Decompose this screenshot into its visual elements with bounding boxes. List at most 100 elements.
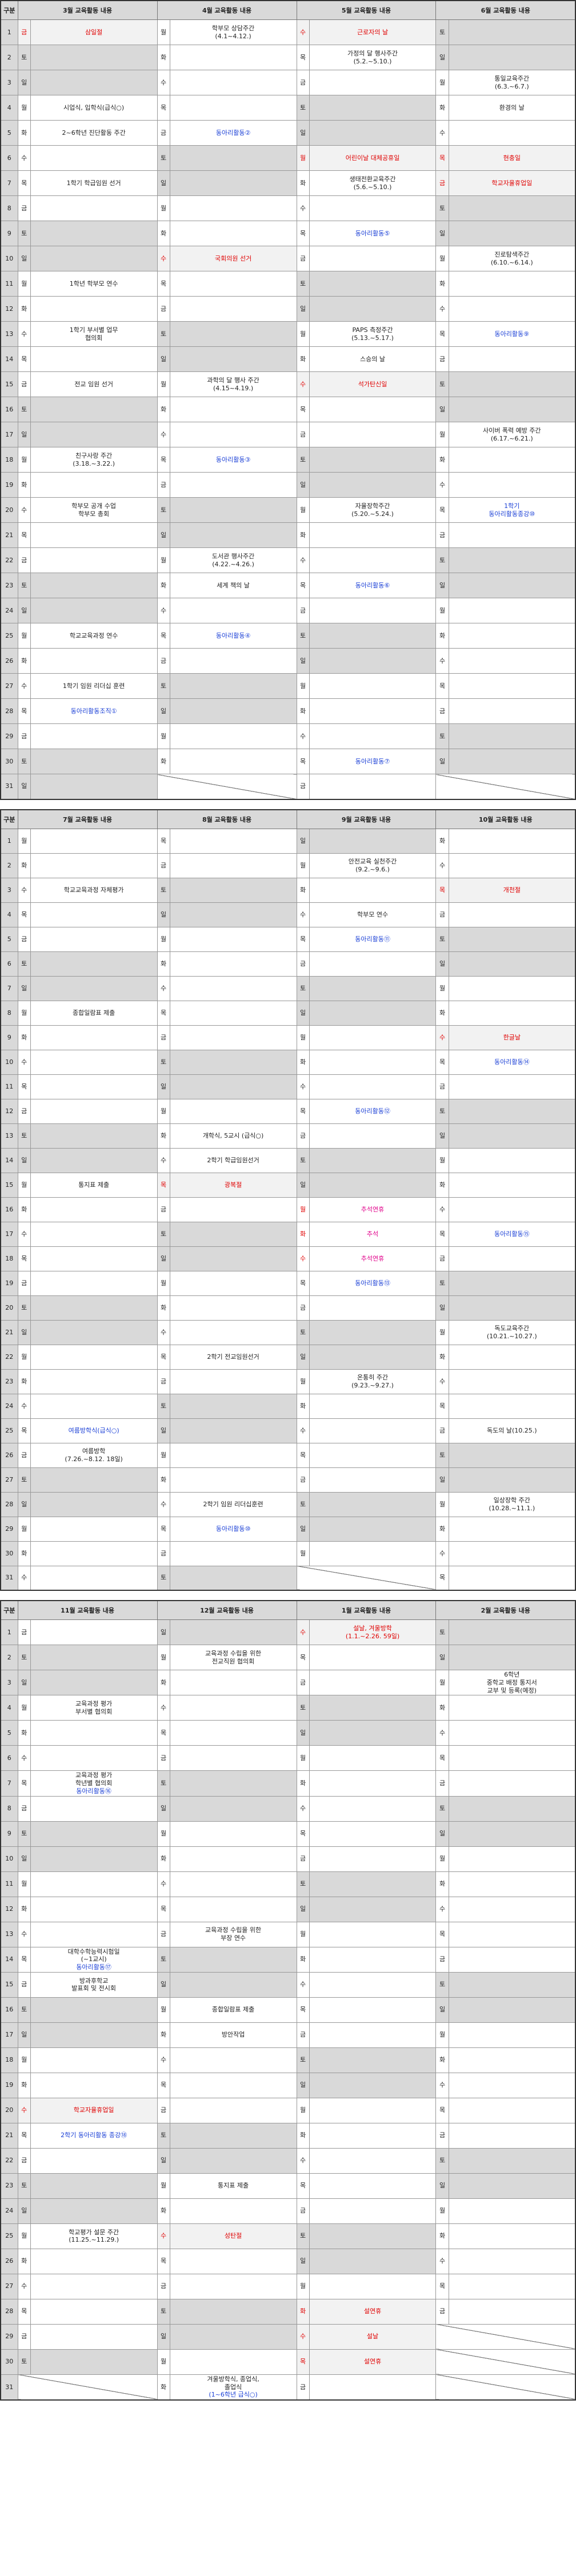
event-cell bbox=[448, 2122, 576, 2149]
event-cell bbox=[169, 1896, 297, 1922]
weekday-cell: 토 bbox=[17, 1997, 31, 2023]
event-line: 성탄절 bbox=[224, 2232, 242, 2240]
day-number: 24 bbox=[0, 598, 18, 623]
day-number: 11 bbox=[0, 271, 18, 297]
weekday-cell: 수 bbox=[435, 296, 449, 322]
weekday-cell: 수 bbox=[17, 1221, 31, 1247]
weekday-cell: 금 bbox=[296, 70, 310, 95]
weekday-cell: 금 bbox=[157, 296, 170, 322]
weekday-cell: 월 bbox=[435, 1669, 449, 1696]
weekday-cell: 일 bbox=[157, 2323, 170, 2350]
event-cell bbox=[448, 19, 576, 45]
header-day-column: 구분 bbox=[0, 1600, 18, 1620]
weekday-cell: 일 bbox=[296, 648, 310, 674]
event-cell bbox=[448, 2072, 576, 2098]
event-cell bbox=[169, 673, 297, 699]
day-row: 6 수 토 월 어린이날 대체공휴일 목 현충일 bbox=[0, 145, 576, 171]
day-row: 11 목 일 수 금 bbox=[0, 1074, 576, 1099]
weekday-cell: 토 bbox=[435, 1619, 449, 1645]
weekday-cell: 목 bbox=[157, 828, 170, 854]
event-line: 협의회 bbox=[85, 334, 103, 342]
event-line: 2학기 전교임원선거 bbox=[207, 1353, 259, 1361]
day-row: 27 수 1학기 임원 리더십 훈련 토 월 목 bbox=[0, 673, 576, 699]
event-cell bbox=[169, 1197, 297, 1222]
weekday-cell: 월 bbox=[17, 2223, 31, 2249]
weekday-cell: 일 bbox=[435, 1123, 449, 1149]
event-cell bbox=[448, 1516, 576, 1542]
event-line: 설날 bbox=[366, 2333, 379, 2341]
day-number: 4 bbox=[0, 1695, 18, 1721]
weekday-cell: 화 bbox=[296, 698, 310, 724]
day-number: 28 bbox=[0, 2298, 18, 2325]
event-line: 동아리활동⑥ bbox=[355, 581, 390, 589]
event-line: 졸업식 bbox=[224, 2383, 242, 2391]
event-cell bbox=[309, 296, 437, 322]
event-cell bbox=[169, 1745, 297, 1771]
event-cell bbox=[448, 1369, 576, 1394]
day-row: 9 토 화 목 동아리활동⑤ 일 bbox=[0, 221, 576, 246]
empty-date-cell bbox=[435, 2374, 576, 2401]
event-cell bbox=[448, 623, 576, 649]
event-line: 종합일람표 제출 bbox=[211, 2006, 255, 2014]
weekday-cell: 일 bbox=[435, 1295, 449, 1321]
weekday-cell: 월 bbox=[157, 1098, 170, 1124]
event-cell: 동아리활동⑪ bbox=[309, 926, 437, 952]
event-cell: 온통히 주간 (9.23.~9.27.) bbox=[309, 1369, 437, 1394]
event-line: 동아리활동④ bbox=[215, 631, 251, 639]
event-line: 안전교육 실천주간 bbox=[348, 857, 397, 865]
weekday-cell: 월 bbox=[435, 1846, 449, 1872]
weekday-cell: 금 bbox=[17, 926, 31, 952]
weekday-cell: 목 bbox=[157, 95, 170, 121]
event-cell bbox=[169, 1669, 297, 1696]
event-cell bbox=[30, 2248, 158, 2274]
event-cell bbox=[169, 1369, 297, 1394]
event-cell bbox=[30, 296, 158, 322]
event-cell: 방안작업 bbox=[169, 2022, 297, 2048]
event-line: 동아리활동③ bbox=[215, 455, 251, 463]
weekday-cell: 목 bbox=[157, 271, 170, 297]
weekday-cell: 토 bbox=[17, 573, 31, 598]
event-cell bbox=[309, 1418, 437, 1443]
weekday-cell: 목 bbox=[435, 497, 449, 523]
day-number: 9 bbox=[0, 221, 18, 246]
event-line: (5.20.~5.24.) bbox=[351, 510, 394, 518]
weekday-cell: 수 bbox=[157, 1871, 170, 1897]
event-line: (1.1.~2.26. 59일) bbox=[345, 1632, 400, 1640]
event-line: 학교교육과정 연수 bbox=[69, 631, 118, 639]
weekday-cell: 목 bbox=[17, 1418, 31, 1443]
day-row: 20 수 학교자율휴업일 금 월 목 bbox=[0, 2097, 576, 2123]
event-cell bbox=[448, 1541, 576, 1566]
weekday-cell: 일 bbox=[296, 1720, 310, 1746]
event-cell: 학부모 상담주간 (4.1~4.12.) bbox=[169, 19, 297, 45]
weekday-cell: 일 bbox=[157, 698, 170, 724]
day-row: 19 화 금 일 수 bbox=[0, 472, 576, 498]
event-cell bbox=[309, 723, 437, 749]
event-cell bbox=[448, 698, 576, 724]
weekday-cell: 수 bbox=[296, 19, 310, 45]
weekday-cell: 금 bbox=[435, 2298, 449, 2325]
weekday-cell: 토 bbox=[17, 1295, 31, 1321]
weekday-cell: 화 bbox=[435, 1695, 449, 1721]
weekday-cell: 금 bbox=[157, 1197, 170, 1222]
weekday-cell: 월 bbox=[17, 271, 31, 297]
weekday-cell: 화 bbox=[296, 1221, 310, 1247]
event-cell: 대학수학능력시험일 (~1교시) 동아리활동⑰ bbox=[30, 1946, 158, 1973]
event-line: 교육과정 수립을 위한 bbox=[205, 1649, 262, 1657]
event-cell: 안전교육 실천주간 (9.2.~9.6.) bbox=[309, 853, 437, 878]
event-cell bbox=[309, 2173, 437, 2199]
day-number: 26 bbox=[0, 2248, 18, 2274]
event-cell bbox=[448, 271, 576, 297]
event-cell bbox=[448, 371, 576, 397]
weekday-cell: 일 bbox=[296, 296, 310, 322]
event-cell bbox=[448, 2248, 576, 2274]
weekday-cell: 월 bbox=[296, 321, 310, 347]
event-cell bbox=[448, 749, 576, 774]
empty-date-cell bbox=[435, 2323, 576, 2350]
weekday-cell: 수 bbox=[296, 1246, 310, 1271]
weekday-cell: 화 bbox=[435, 1516, 449, 1542]
weekday-cell: 토 bbox=[17, 749, 31, 774]
event-cell bbox=[30, 1921, 158, 1947]
event-cell bbox=[169, 170, 297, 196]
weekday-cell: 목 bbox=[435, 1565, 449, 1591]
day-number: 16 bbox=[0, 397, 18, 422]
